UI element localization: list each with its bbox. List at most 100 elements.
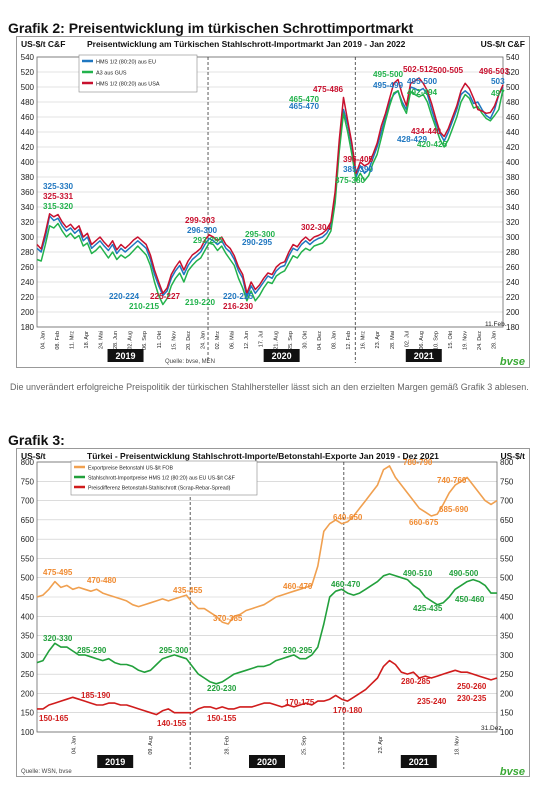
data-label: 503 — [491, 77, 505, 86]
data-label: 370-385 — [213, 614, 243, 623]
plot-border — [36, 56, 504, 328]
x-tick-label: 15. Nov — [171, 331, 177, 350]
y-tick-label-right: 180 — [506, 323, 520, 332]
data-label: 475-495 — [43, 568, 73, 577]
y-tick-label-left: 700 — [21, 497, 35, 506]
data-label: 296-300 — [187, 226, 217, 235]
data-label: 500-505 — [433, 66, 463, 75]
y-tick-label-right: 700 — [500, 497, 514, 506]
y-tick-label-right: 350 — [500, 632, 514, 641]
data-label: 220-225 — [223, 292, 253, 301]
x-tick-label: 28. Mai — [390, 331, 396, 349]
legend-box — [78, 54, 198, 93]
data-label: 428-429 — [397, 135, 427, 144]
data-label: 250-260 — [457, 682, 487, 691]
y-tick-label-left: 150 — [21, 709, 35, 718]
data-label: 290-295 — [283, 646, 313, 655]
x-tick-label: 04. Jan — [71, 736, 77, 754]
y-tick-label-right: 450 — [500, 593, 514, 602]
x-tick-label: 12. Feb — [346, 331, 352, 350]
chart-subtitle: Preisentwicklung am Türkischen Stahlschr… — [87, 39, 406, 49]
data-label: 299-303 — [185, 216, 215, 225]
data-label: 490-510 — [403, 569, 433, 578]
y-tick-label-right: 460 — [506, 113, 520, 122]
data-label: 216-230 — [223, 302, 253, 311]
y-tick-label-right: 260 — [506, 263, 520, 272]
y-tick-label-left: 440 — [21, 128, 35, 137]
y-tick-label-right: 400 — [506, 158, 520, 167]
y-tick-label-left: 400 — [21, 612, 35, 621]
end-date-marker: 31.Dez — [481, 725, 502, 732]
year-box — [97, 755, 134, 768]
data-label: 295-300 — [159, 646, 189, 655]
y-tick-label-right: 440 — [506, 128, 520, 137]
data-label: 170-180 — [333, 706, 363, 715]
y-tick-label-right: 340 — [506, 203, 520, 212]
x-tick-label: 11. Mrz — [69, 331, 75, 349]
data-label: 475-486 — [313, 85, 343, 94]
y-tick-label-left: 600 — [21, 535, 35, 544]
body-paragraph: Die unverändert erfolgreiche Preispoliti… — [10, 382, 529, 392]
chart3-svg: 100 100 150 150 200 200 250 250 300 300 350 350 400 4… — [21, 451, 526, 778]
y-tick-label-left: 540 — [21, 53, 35, 62]
legend-label: Exportpreise Betonstahl US-$/t FOB — [88, 466, 174, 472]
data-label: 425-435 — [413, 604, 443, 613]
x-tick-label: 02. Jul — [404, 331, 410, 347]
chart3-frame: 100 100 150 150 200 200 250 250 300 300 350 350 400 4… — [16, 448, 530, 778]
series-line — [37, 659, 498, 716]
year-box — [400, 755, 437, 768]
chart-subtitle: Türkei - Preisentwicklung Stahlschrott-I… — [87, 451, 439, 461]
y-tick-label-left: 200 — [21, 689, 35, 698]
y-tick-label-right: 420 — [506, 143, 520, 152]
data-label: 185-190 — [81, 691, 111, 700]
data-label: 302-304 — [301, 223, 331, 232]
year-box — [405, 349, 442, 362]
legend-label: HMS 1/2 (80:20) aus USA — [96, 82, 160, 88]
bvse-logo: bvse — [500, 356, 525, 367]
y-tick-label-right: 400 — [500, 612, 514, 621]
data-label: 435-455 — [173, 586, 203, 595]
x-tick-label: 11. Okt — [157, 331, 163, 349]
y-tick-label-right: 250 — [500, 670, 514, 679]
data-label: 465-470 — [289, 102, 319, 111]
data-label: 295-300 — [245, 230, 275, 239]
y-tick-label-right: 360 — [506, 188, 520, 197]
y-tick-label-right: 240 — [506, 278, 520, 287]
data-label: 495-500 — [407, 77, 437, 86]
data-label: 660-675 — [409, 518, 439, 527]
data-label: 219-220 — [185, 298, 215, 307]
data-label: 470-480 — [87, 576, 117, 585]
year-label: 2020 — [272, 351, 292, 361]
data-label: 285-290 — [77, 646, 107, 655]
data-label: 325-330 — [43, 182, 73, 191]
data-label: 293-295 — [193, 236, 223, 245]
y-tick-label-left: 300 — [21, 233, 35, 242]
data-label: 325-331 — [43, 192, 73, 201]
y-tick-label-left: 500 — [21, 83, 35, 92]
year-label: 2021 — [414, 351, 434, 361]
y-tick-label-right: 600 — [500, 535, 514, 544]
x-tick-label: 25. Sep — [301, 736, 307, 755]
year-label: 2020 — [257, 757, 277, 767]
x-tick-label: 06. Mai — [230, 331, 236, 349]
data-label: 140-155 — [157, 719, 187, 728]
data-label: 492-494 — [407, 88, 437, 97]
year-label: 2019 — [105, 757, 125, 767]
y-tick-label-right: 550 — [500, 554, 514, 563]
x-tick-label: 24. Dez — [477, 331, 483, 350]
y-tick-label-left: 260 — [21, 263, 35, 272]
y-tick-label-left: 550 — [21, 554, 35, 563]
y-tick-label-left: 100 — [21, 728, 35, 737]
unit-label-left: US-$/t — [21, 451, 46, 461]
x-tick-label: 02. Mrz — [215, 331, 221, 350]
chart3-heading: Grafik 3: — [8, 432, 65, 448]
y-tick-label-left: 800 — [21, 458, 35, 467]
y-tick-label-right: 100 — [500, 728, 514, 737]
data-label: 496-503 — [479, 67, 509, 76]
data-label: 640-650 — [333, 513, 363, 522]
y-tick-label-right: 800 — [500, 458, 514, 467]
data-label: 170-175 — [285, 698, 315, 707]
y-tick-label-left: 220 — [21, 293, 35, 302]
end-date-marker: 11.Feb. — [485, 321, 507, 328]
x-tick-label: 24. Mai — [99, 331, 105, 349]
